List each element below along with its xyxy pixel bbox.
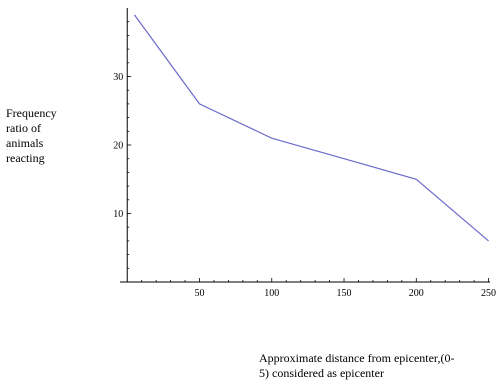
series-group <box>133 14 489 242</box>
axes <box>120 8 490 283</box>
y-axis-label-line: animals <box>6 136 44 150</box>
y-tick-label: 20 <box>113 141 123 152</box>
x-tick-label: 100 <box>264 288 279 299</box>
x-tick-label: 250 <box>481 288 496 299</box>
x-tick-label: 200 <box>409 288 424 299</box>
x-tick-label: 50 <box>194 288 204 299</box>
y-axis-label-line: ratio of <box>6 121 41 135</box>
x-axis-label-line: Approximate distance from epicenter,(0- <box>259 351 455 365</box>
tick-labels: 50 100 150 200 250 10 20 30 <box>113 72 496 299</box>
y-axis-label-line: Frequency <box>6 106 57 120</box>
y-axis-label-line: reacting <box>6 151 45 165</box>
tick-marks <box>127 21 489 282</box>
y-tick-label: 10 <box>113 209 123 220</box>
y-tick-label: 30 <box>113 72 123 83</box>
x-axis-label-line: 5) considered as epicenter <box>259 366 384 380</box>
series-line <box>133 14 489 242</box>
y-axis-label: Frequency ratio of animals reacting <box>6 106 88 166</box>
x-axis-label: Approximate distance from epicenter,(0- … <box>259 351 489 381</box>
x-tick-label: 150 <box>337 288 352 299</box>
